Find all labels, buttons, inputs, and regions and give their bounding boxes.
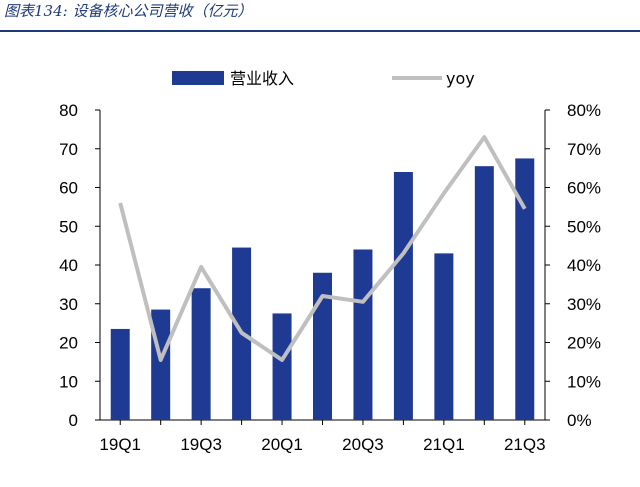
left-tick-label: 60: [59, 179, 78, 198]
legend: 营业收入 yoy: [172, 69, 475, 88]
left-tick-label: 50: [59, 217, 78, 236]
legend-bar-label: 营业收入: [230, 69, 294, 88]
bar-series: [110, 158, 535, 420]
bar: [434, 253, 454, 420]
left-tick-label: 80: [59, 101, 78, 120]
right-tick-label: 70%: [567, 140, 601, 159]
x-tick-label: 19Q1: [99, 435, 141, 454]
legend-line-label: yoy: [446, 69, 475, 88]
x-tick-label: 20Q3: [342, 435, 384, 454]
right-tick-label: 0%: [567, 411, 592, 430]
x-tick-label: 20Q1: [261, 435, 303, 454]
right-tick-label: 10%: [567, 372, 601, 391]
left-tick-label: 0: [69, 411, 78, 430]
figure-header: 图表134: 设备核心公司营收（亿元）: [0, 0, 640, 32]
left-tick-label: 70: [59, 140, 78, 159]
bar: [191, 288, 211, 420]
title-divider: [0, 30, 640, 32]
right-tick-label: 30%: [567, 295, 601, 314]
bar: [474, 166, 494, 420]
right-tick-label: 20%: [567, 334, 601, 353]
figure-title: 图表134: 设备核心公司营收（亿元）: [4, 2, 253, 20]
right-tick-label: 80%: [567, 101, 601, 120]
left-tick-label: 20: [59, 334, 78, 353]
bar: [393, 172, 413, 420]
bar: [110, 328, 130, 420]
left-axis: 0 10 20 30 40 50 60 70 80: [59, 101, 101, 430]
bar: [353, 249, 373, 420]
left-tick-label: 30: [59, 295, 78, 314]
bar: [515, 158, 535, 420]
x-tick-label: 21Q3: [504, 435, 546, 454]
left-tick-label: 10: [59, 372, 78, 391]
line-series: [118, 135, 527, 362]
x-axis: 19Q1 19Q3 20Q1 20Q3 21Q1 21Q3: [99, 419, 546, 454]
bar: [313, 272, 332, 420]
right-axis: 0% 10% 20% 30% 40% 50% 60% 70% 80%: [544, 101, 601, 430]
left-tick-label: 40: [59, 256, 78, 275]
right-tick-label: 40%: [567, 256, 601, 275]
bar: [272, 313, 292, 420]
legend-bar-swatch: [172, 71, 224, 85]
x-tick-label: 19Q3: [180, 435, 222, 454]
x-tick-label: 21Q1: [423, 435, 465, 454]
right-tick-label: 60%: [567, 179, 601, 198]
right-tick-label: 50%: [567, 217, 601, 236]
